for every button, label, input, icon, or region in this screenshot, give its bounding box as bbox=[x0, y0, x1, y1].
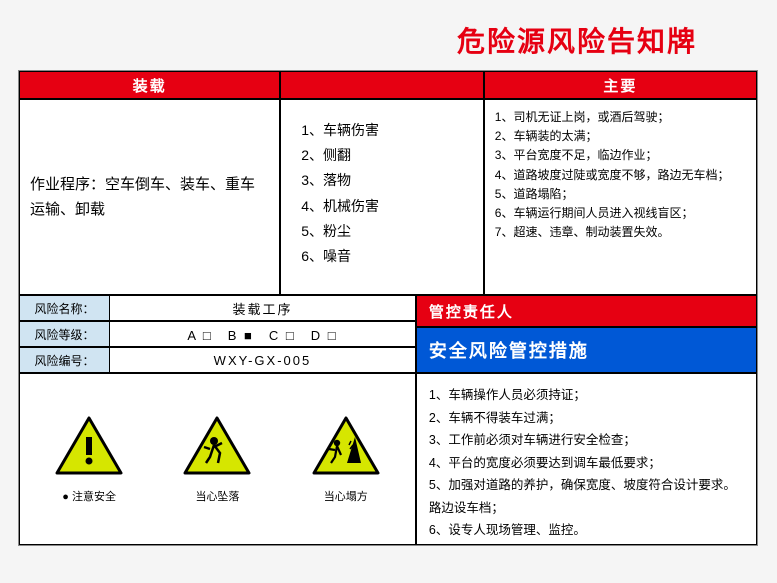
sign-caption: 当心塌方 bbox=[324, 488, 368, 504]
hazard-item: 4、机械伤害 bbox=[301, 194, 463, 219]
warning-sign: ● 注意安全 bbox=[54, 415, 124, 504]
risk-list: 1、司机无证上岗，或酒后驾驶；2、车辆装的太满；3、平台宽度不足，临边作业；4、… bbox=[484, 99, 757, 295]
header-procedure: 装载 bbox=[19, 71, 280, 99]
measure-item: 1、车辆操作人员必须持证； bbox=[429, 384, 744, 407]
page-title: 危险源风险告知牌 bbox=[0, 0, 777, 70]
risk-item: 5、道路塌陷； bbox=[495, 185, 746, 204]
info-block: 风险名称： 装载工序 风险等级： A □ B ■ C □ D □ 风险编号： W… bbox=[19, 295, 416, 373]
risk-item: 1、司机无证上岗，或酒后驾驶； bbox=[495, 108, 746, 127]
header-risk: 主要 bbox=[484, 71, 757, 99]
info-code-value: WXY-GX-005 bbox=[110, 348, 415, 372]
risk-item: 4、道路坡度过陡或宽度不够，路边无车档； bbox=[495, 166, 746, 185]
measure-item: 6、设专人现场管理、监控。 bbox=[429, 519, 744, 542]
warning-triangle-icon bbox=[182, 415, 252, 482]
hazard-item: 5、粉尘 bbox=[301, 219, 463, 244]
sign-caption: 当心坠落 bbox=[195, 488, 239, 504]
warning-sign: 当心坠落 bbox=[182, 415, 252, 504]
info-name-label: 风险名称： bbox=[20, 296, 110, 320]
risk-item: 2、车辆装的太满； bbox=[495, 127, 746, 146]
info-level-value: A □ B ■ C □ D □ bbox=[110, 322, 415, 346]
header-hazard bbox=[280, 71, 483, 99]
warning-sign: 当心塌方 bbox=[311, 415, 381, 504]
info-code-label: 风险编号： bbox=[20, 348, 110, 372]
hazard-item: 3、落物 bbox=[301, 168, 463, 193]
measures-list: 1、车辆操作人员必须持证；2、车辆不得装车过满；3、工作前必须对车辆进行安全检查… bbox=[416, 373, 757, 545]
risk-item: 7、超速、违章、制动装置失效。 bbox=[495, 223, 746, 242]
procedure-cell: 作业程序：空车倒车、装车、重车运输、卸载 bbox=[19, 99, 280, 295]
measure-item: 4、平台的宽度必须要达到调车最低要求； bbox=[429, 452, 744, 475]
hazard-item: 1、车辆伤害 bbox=[301, 118, 463, 143]
hazard-item: 2、侧翻 bbox=[301, 143, 463, 168]
measure-item: 5、加强对道路的养护，确保宽度、坡度符合设计要求。路边设车档； bbox=[429, 474, 744, 519]
measure-item: 3、工作前必须对车辆进行安全检查； bbox=[429, 429, 744, 452]
info-name-value: 装载工序 bbox=[110, 296, 415, 320]
hazard-item: 6、噪音 bbox=[301, 244, 463, 269]
risk-item: 6、车辆运行期间人员进入视线盲区； bbox=[495, 204, 746, 223]
risk-item: 3、平台宽度不足，临边作业； bbox=[495, 146, 746, 165]
sign-caption: ● 注意安全 bbox=[62, 488, 116, 504]
signs-area: ● 注意安全 当心坠落 当心塌方 bbox=[19, 373, 416, 545]
measures-header: 安全风险管控措施 bbox=[416, 327, 757, 373]
measure-item: 2、车辆不得装车过满； bbox=[429, 407, 744, 430]
warning-triangle-icon bbox=[54, 415, 124, 482]
warning-triangle-icon bbox=[311, 415, 381, 482]
info-level-label: 风险等级： bbox=[20, 322, 110, 346]
hazard-list: 1、车辆伤害2、侧翻3、落物4、机械伤害5、粉尘6、噪音 bbox=[280, 99, 484, 295]
responsible-header: 管控责任人 bbox=[416, 295, 757, 327]
hazard-board: 装载 主要 作业程序：空车倒车、装车、重车运输、卸载 1、车辆伤害2、侧翻3、落… bbox=[18, 70, 758, 546]
